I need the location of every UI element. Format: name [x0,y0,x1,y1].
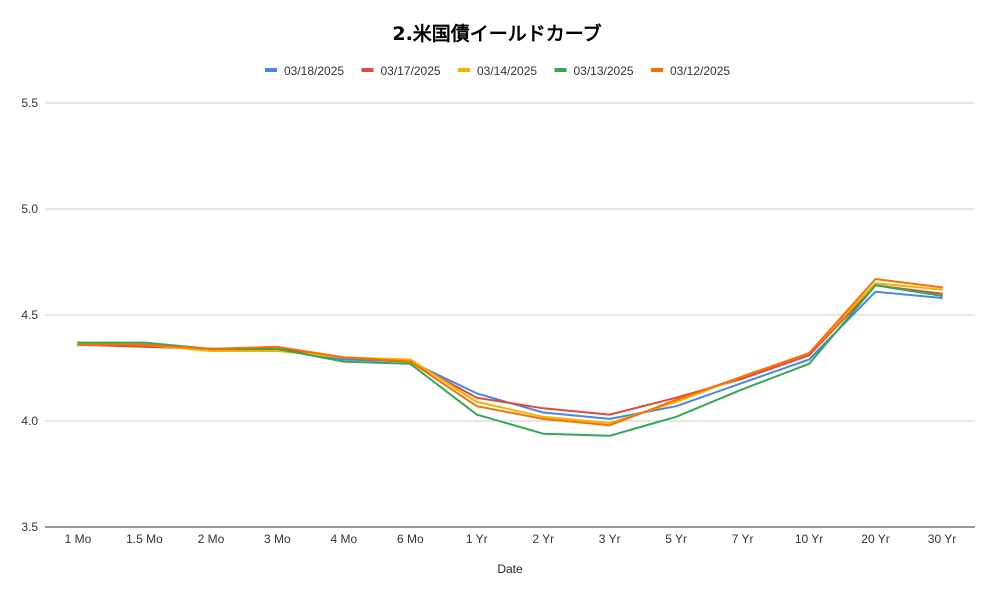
x-tick-label: 2 Yr [532,532,554,546]
legend-swatch [265,68,277,72]
legend-item: 03/18/2025 [265,64,344,78]
x-axis-title: Date [497,562,523,576]
legend-swatch [554,68,567,72]
y-tick-label: 3.5 [21,520,38,534]
x-tick-label: 3 Mo [264,532,291,546]
x-tick-label: 6 Mo [397,532,424,546]
y-tick-label: 4.5 [21,308,38,322]
legend-item: 03/12/2025 [651,64,730,78]
y-tick-label: 5.5 [21,96,38,110]
series-line-1 [77,290,943,420]
series-line-5 [77,278,943,427]
x-tick-label: 5 Yr [665,532,687,546]
x-tick-label: 20 Yr [861,532,889,546]
x-tick-label: 30 Yr [928,532,956,546]
legend-swatch [651,68,663,72]
legend-label: 03/17/2025 [381,64,441,78]
legend-label: 03/13/2025 [574,64,634,78]
legend-swatch [458,68,470,72]
legend-label: 03/12/2025 [670,64,730,78]
y-tick-label: 5.0 [21,202,38,216]
x-tick-label: 3 Yr [599,532,621,546]
legend-swatch [361,68,374,72]
x-tick-label: 2 Mo [198,532,225,546]
y-axis-ticks: 3.5 4.0 4.5 5.0 5.5 [21,96,38,534]
legend: 03/18/2025 03/17/2025 03/14/2025 03/13/2025… [265,64,730,78]
x-tick-label: 1 Mo [65,532,92,546]
x-tick-label: 7 Yr [732,532,754,546]
legend-item: 03/13/2025 [554,64,634,78]
x-axis-ticks: 1 Mo 1.5 Mo 2 Mo 3 Mo 4 Mo 6 Mo 1 Yr 2 Yr 3 Yr 5 … [65,532,957,546]
x-tick-label: 1 Yr [466,532,488,546]
x-tick-label: 1.5 Mo [126,532,163,546]
y-tick-label: 4.0 [21,414,38,428]
legend-item: 03/17/2025 [361,64,441,78]
series-lines [77,278,943,437]
x-tick-label: 10 Yr [795,532,823,546]
legend-label: 03/14/2025 [477,64,537,78]
chart-title: 2.米国債イールドカーブ [392,22,601,45]
x-tick-label: 4 Mo [331,532,358,546]
legend-label: 03/18/2025 [284,64,344,78]
grid [45,102,975,528]
legend-item: 03/14/2025 [458,64,537,78]
